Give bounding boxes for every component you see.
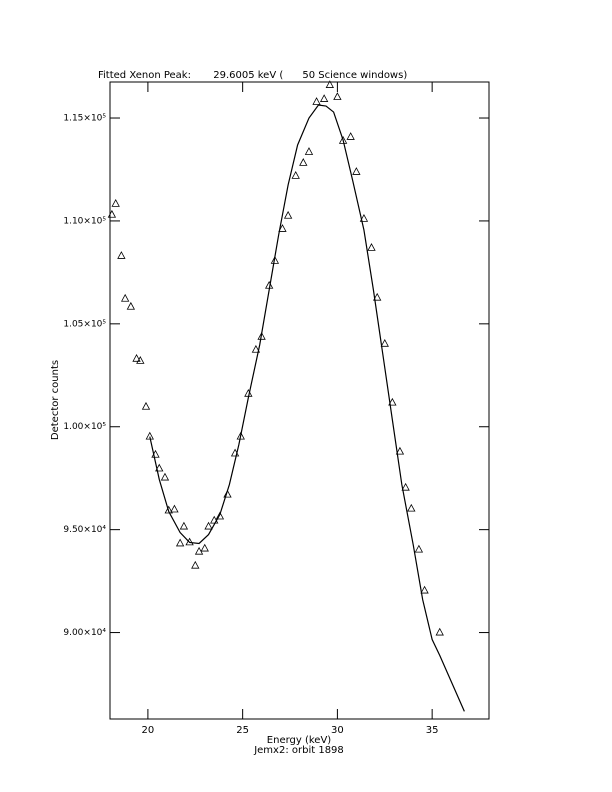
data-point — [388, 397, 397, 406]
data-point — [407, 503, 416, 512]
data-point — [304, 147, 314, 155]
data-point — [359, 214, 369, 222]
data-point — [278, 224, 287, 232]
caption: Jemx2: orbit 1898 — [253, 745, 344, 756]
data-point — [283, 210, 293, 219]
data-point — [126, 301, 136, 310]
y-tick-label: 1.00×10⁵ — [63, 422, 106, 432]
data-point — [338, 136, 348, 144]
y-tick-label: 9.00×10⁴ — [63, 628, 106, 638]
data-point — [164, 505, 173, 514]
data-point — [395, 446, 405, 455]
data-point — [132, 353, 141, 362]
fit-line — [149, 104, 465, 712]
y-tick-label: 1.15×10⁵ — [63, 114, 106, 124]
x-tick-label: 20 — [142, 725, 155, 736]
data-point — [401, 482, 410, 491]
data-point — [251, 344, 261, 353]
y-tick-label: 1.05×10⁵ — [63, 319, 106, 329]
y-axis-label: Detector counts — [50, 360, 61, 440]
data-point — [299, 158, 308, 166]
data-point — [257, 331, 266, 340]
data-point — [435, 627, 444, 636]
chart-title: Fitted Xenon Peak: 29.6005 keV ( 50 Scie… — [98, 70, 407, 81]
data-point — [120, 293, 130, 302]
data-point — [155, 463, 164, 472]
data-point — [160, 472, 170, 481]
data-point — [204, 521, 213, 530]
data-point — [215, 511, 225, 520]
data-point — [194, 546, 204, 555]
data-point — [210, 515, 219, 524]
x-tick-label: 30 — [331, 725, 344, 736]
data-point — [291, 171, 300, 179]
x-tick-label: 25 — [236, 725, 249, 736]
data-point — [236, 431, 245, 440]
data-point — [420, 585, 429, 594]
data-point — [270, 256, 280, 264]
data-point — [380, 338, 389, 347]
data-point — [185, 537, 194, 546]
data-point — [191, 560, 200, 569]
data-point — [312, 97, 321, 105]
plot-frame — [109, 81, 490, 720]
data-point — [200, 543, 209, 552]
data-point — [333, 92, 342, 100]
data-point — [367, 243, 376, 251]
data-point — [352, 167, 361, 175]
data-point — [111, 198, 120, 207]
data-point — [223, 489, 232, 498]
data-point — [346, 132, 355, 140]
data-point — [373, 292, 382, 301]
data-point — [325, 80, 334, 88]
data-point — [319, 94, 329, 102]
data-point — [117, 251, 126, 259]
data-point — [414, 544, 424, 553]
data-point — [170, 504, 179, 513]
data-point — [136, 356, 145, 364]
data-point — [175, 538, 185, 547]
data-point — [141, 401, 151, 410]
data-point — [179, 521, 189, 530]
data-point — [107, 209, 117, 218]
y-tick-label: 9.50×10⁴ — [63, 525, 106, 535]
x-tick-label: 35 — [426, 725, 439, 736]
y-tick-label: 1.10×10⁵ — [63, 216, 106, 226]
x-axis-label: Energy (keV) — [267, 735, 332, 746]
